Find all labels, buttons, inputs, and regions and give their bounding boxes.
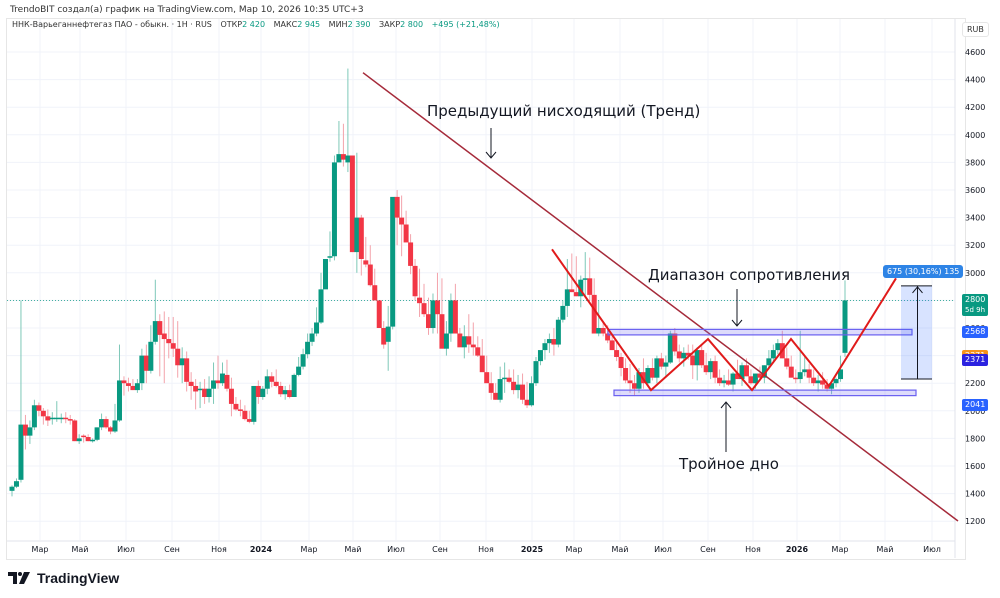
currency-button[interactable]: RUB (962, 22, 989, 37)
measure-label[interactable]: 675 (30,16%) 135 (883, 265, 964, 278)
support-zone[interactable] (613, 389, 917, 397)
high-label: МАКС (273, 20, 298, 29)
time-tick: Июл (387, 545, 405, 554)
high-value: 2 945 (297, 20, 321, 29)
price-tick: 4400 (965, 76, 985, 85)
time-tick: Мар (832, 545, 849, 554)
time-axis[interactable]: Мар Май Июл Сен Ноя 2024 Мар Май Июл Сен Ноя 2025 Ма… (7, 540, 955, 554)
time-tick: Май (344, 545, 361, 554)
time-tick: Ноя (211, 545, 227, 554)
time-tick: 2025 (521, 545, 544, 554)
chart-frame[interactable] (6, 18, 966, 560)
resistance-annotation[interactable]: Диапазон сопротивления (648, 266, 850, 284)
measure-area[interactable] (901, 285, 932, 380)
triple-bottom-annotation[interactable]: Тройное дно (678, 455, 779, 473)
price-badge: 2800 5d 9h (962, 294, 989, 317)
time-tick: Сен (164, 545, 180, 554)
price-badge: 2568 (962, 326, 989, 339)
price-axis[interactable]: 4600440042004000380036003400320030002800… (954, 19, 985, 558)
price-tick: 1400 (965, 490, 985, 499)
low-value: 2 390 (347, 20, 371, 29)
open-value: 2 420 (242, 20, 266, 29)
triple-bottom-arrow-up-icon-head (720, 401, 732, 409)
close-label: ЗАКР (379, 20, 401, 29)
price-tick: 3400 (965, 214, 985, 223)
time-tick: Мар (301, 545, 318, 554)
time-tick: 2024 (250, 545, 273, 554)
price-badge: 2041 (962, 399, 989, 412)
price-tick: 3200 (965, 241, 985, 250)
price-badge: 2371 (962, 353, 989, 366)
price-tick: 4200 (965, 103, 985, 112)
time-tick: Ноя (745, 545, 761, 554)
change-value: +495 (+21,48%) (431, 20, 500, 29)
open-label: ОТКР (220, 20, 243, 29)
price-tick: 3000 (965, 269, 985, 278)
price-tick: 4600 (965, 48, 985, 57)
time-tick: Мар (32, 545, 49, 554)
price-tick: 3800 (965, 158, 985, 167)
trend-annotation[interactable]: Предыдущий нисходящий (Тренд) (427, 102, 700, 120)
time-tick: Сен (432, 545, 448, 554)
pattern-zigzag-line[interactable] (551, 248, 897, 392)
time-tick: Июл (654, 545, 672, 554)
trend-arrow-down-icon-head (485, 151, 497, 159)
time-tick: Сен (700, 545, 716, 554)
price-tick: 1200 (965, 517, 985, 526)
symbol-legend[interactable]: ННК-Варьеганнефтегаз ПАО - обыкн. · 1Н ·… (12, 20, 500, 29)
annotation-layer[interactable]: Предыдущий нисходящий (Тренд) Диапазон с… (427, 102, 850, 473)
time-tick: Июл (117, 545, 135, 554)
time-tick: Май (876, 545, 893, 554)
price-tick: 1800 (965, 434, 985, 443)
drawings-layer[interactable] (362, 72, 959, 522)
tradingview-logo-icon (8, 572, 30, 584)
time-tick: 2026 (786, 545, 809, 554)
price-tick: 2200 (965, 379, 985, 388)
tradingview-logo[interactable]: TradingView (8, 570, 119, 586)
resistance-arrow-down-icon-head (731, 319, 743, 327)
price-tick: 1600 (965, 462, 985, 471)
price-tick: 4000 (965, 131, 985, 140)
time-tick: Июл (923, 545, 941, 554)
grid-lines (7, 19, 955, 540)
time-tick: Мар (566, 545, 583, 554)
tradingview-logo-text: TradingView (37, 570, 120, 586)
candlestick-series (9, 68, 848, 497)
price-tick: 3600 (965, 186, 985, 195)
time-tick: Ноя (478, 545, 494, 554)
time-tick: Май (611, 545, 628, 554)
price-tick: 2000 (965, 407, 985, 416)
chart-caption: TrendoBIT создал(а) график на TradingVie… (10, 5, 364, 15)
downtrend-line[interactable] (362, 72, 959, 522)
resistance-zone[interactable] (607, 328, 913, 336)
time-tick: Май (71, 545, 88, 554)
low-label: МИН (328, 20, 348, 29)
symbol-name: ННК-Варьеганнефтегаз ПАО - обыкн. · 1Н ·… (12, 20, 212, 29)
close-value: 2 800 (400, 20, 424, 29)
